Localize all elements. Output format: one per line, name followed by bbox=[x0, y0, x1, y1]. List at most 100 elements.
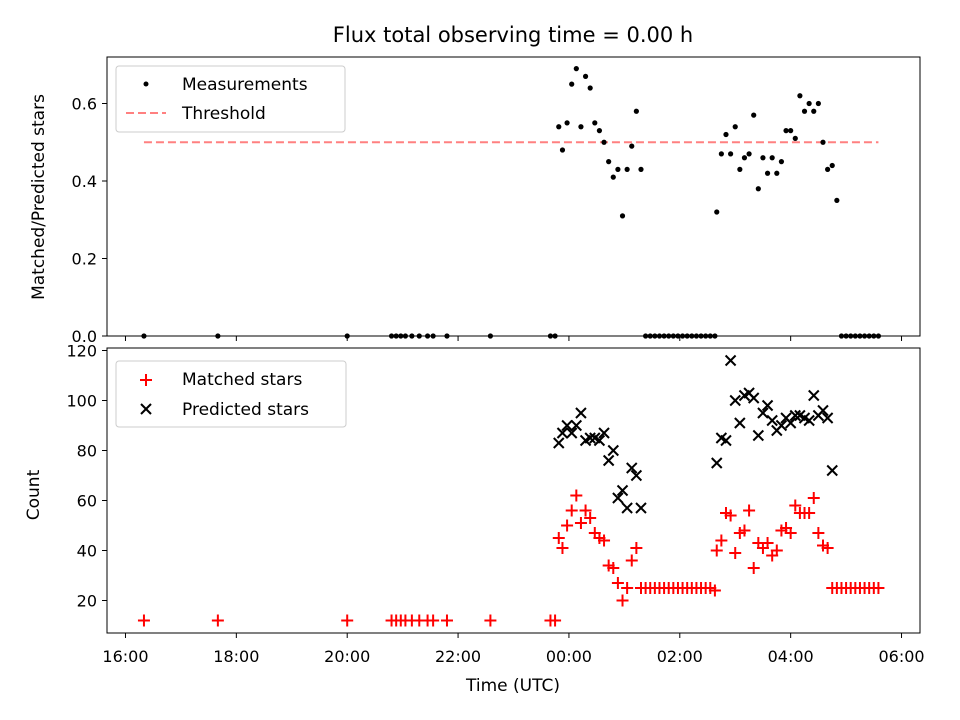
matched-point bbox=[761, 537, 774, 549]
top-y-axis-label: Matched/Predicted stars bbox=[29, 94, 49, 300]
measurement-point bbox=[624, 166, 630, 172]
measurement-point bbox=[732, 124, 738, 130]
predicted-point bbox=[565, 427, 578, 439]
top-panel: 0.0 0.2 0.4 0.6 Matched/Predicted stars Mea… bbox=[29, 56, 921, 346]
matched-point bbox=[784, 527, 797, 539]
bottom-panel: 20 40 60 80 100 120 16:00 18:00 20:00 22:00 00:00… bbox=[24, 342, 925, 667]
matched-point bbox=[561, 519, 574, 532]
measurement-point bbox=[718, 151, 724, 157]
measurement-point bbox=[582, 73, 589, 79]
predicted-point bbox=[635, 502, 647, 514]
measurement-point bbox=[592, 120, 598, 126]
matched-point bbox=[427, 614, 440, 627]
matched-legend-marker bbox=[140, 374, 152, 386]
matched-point bbox=[211, 614, 224, 627]
measurement-point bbox=[587, 85, 593, 91]
x-tick-label: 20:00 bbox=[324, 647, 370, 666]
x-axis-label: Time (UTC) bbox=[465, 676, 560, 696]
measurement-point bbox=[797, 93, 803, 99]
measurement-point bbox=[829, 162, 835, 169]
measurement-point bbox=[629, 143, 635, 149]
bottom-plot-frame bbox=[106, 347, 921, 634]
matched-point bbox=[584, 512, 597, 524]
predicted-point bbox=[575, 407, 587, 419]
measurement-point bbox=[806, 100, 812, 107]
predicted-point bbox=[616, 484, 629, 497]
top-legend: Measurements Threshold bbox=[115, 65, 346, 133]
matched-point bbox=[747, 562, 760, 574]
measurement-point bbox=[559, 147, 566, 153]
matched-point bbox=[789, 499, 802, 512]
matched-point bbox=[341, 614, 354, 627]
measurement-point bbox=[811, 108, 817, 114]
measurement-point bbox=[615, 166, 621, 172]
predicted-point bbox=[570, 419, 583, 432]
predicted-point bbox=[626, 462, 638, 474]
chart-title: Flux total observing time = 0.00 h bbox=[333, 23, 693, 47]
matched-point bbox=[556, 542, 569, 554]
predicted-point bbox=[757, 407, 769, 419]
matched-point bbox=[549, 614, 562, 627]
bottom-y-tick-label: 40 bbox=[77, 542, 97, 561]
predicted-point bbox=[766, 414, 778, 427]
predicted-point bbox=[747, 392, 760, 404]
measurement-point bbox=[755, 186, 761, 192]
x-tick-label: 00:00 bbox=[546, 647, 592, 666]
predicted-point bbox=[621, 502, 633, 514]
predicted-point bbox=[724, 354, 737, 367]
measurement-point bbox=[610, 174, 616, 180]
predicted-point bbox=[808, 389, 820, 402]
measurement-point bbox=[783, 128, 789, 134]
predicted-point bbox=[761, 399, 774, 412]
matched-point bbox=[611, 577, 624, 589]
predicted-point bbox=[612, 492, 624, 504]
matched-point bbox=[579, 504, 592, 517]
measurement-point bbox=[633, 108, 639, 114]
measurement-point bbox=[769, 155, 775, 161]
measurement-point bbox=[820, 139, 826, 145]
predicted-point bbox=[817, 404, 829, 417]
bottom-y-tick-label: 20 bbox=[77, 592, 97, 611]
measurement-point bbox=[774, 170, 780, 176]
predicted-point bbox=[602, 454, 615, 467]
measurement-point bbox=[564, 120, 570, 126]
measurement-point bbox=[760, 155, 766, 161]
legend-label-matched: Matched stars bbox=[182, 370, 302, 390]
matched-point bbox=[812, 527, 825, 539]
matched-point bbox=[803, 507, 816, 519]
predicted-point bbox=[752, 429, 765, 442]
bottom-y-tick-label: 60 bbox=[77, 492, 97, 511]
predicted-legend-marker bbox=[140, 403, 152, 415]
matched-point bbox=[821, 542, 834, 554]
matched-point bbox=[710, 544, 723, 557]
matched-point bbox=[807, 492, 820, 504]
measurement-point bbox=[606, 159, 612, 165]
matched-point bbox=[743, 504, 756, 517]
predicted-point bbox=[584, 432, 596, 444]
matched-point bbox=[574, 517, 587, 529]
x-tick-label: 18:00 bbox=[213, 647, 259, 666]
measurement-point bbox=[834, 197, 840, 203]
bottom-legend: Matched stars Predicted stars bbox=[115, 360, 347, 428]
predicted-point bbox=[593, 434, 606, 447]
top-y-tick-label: 0.6 bbox=[72, 95, 97, 114]
measurement-point bbox=[778, 159, 785, 165]
predicted-point bbox=[826, 464, 838, 477]
top-y-tick-label: 0.0 bbox=[72, 327, 97, 346]
matched-point bbox=[565, 504, 578, 517]
predicted-point bbox=[821, 412, 834, 424]
predicted-point bbox=[607, 444, 619, 457]
legend-label-predicted: Predicted stars bbox=[182, 400, 309, 420]
predicted-point bbox=[775, 419, 788, 432]
matched-point bbox=[625, 554, 638, 567]
matched-point bbox=[715, 534, 728, 547]
bottom-y-tick-label: 80 bbox=[77, 442, 97, 461]
matched-point bbox=[570, 489, 583, 502]
matched-point bbox=[872, 582, 885, 594]
matched-point bbox=[708, 584, 721, 597]
predicted-point bbox=[553, 437, 565, 449]
measurement-point bbox=[714, 209, 720, 215]
predicted-point bbox=[720, 434, 732, 447]
measurement-point bbox=[746, 151, 752, 157]
matched-point bbox=[729, 547, 742, 559]
